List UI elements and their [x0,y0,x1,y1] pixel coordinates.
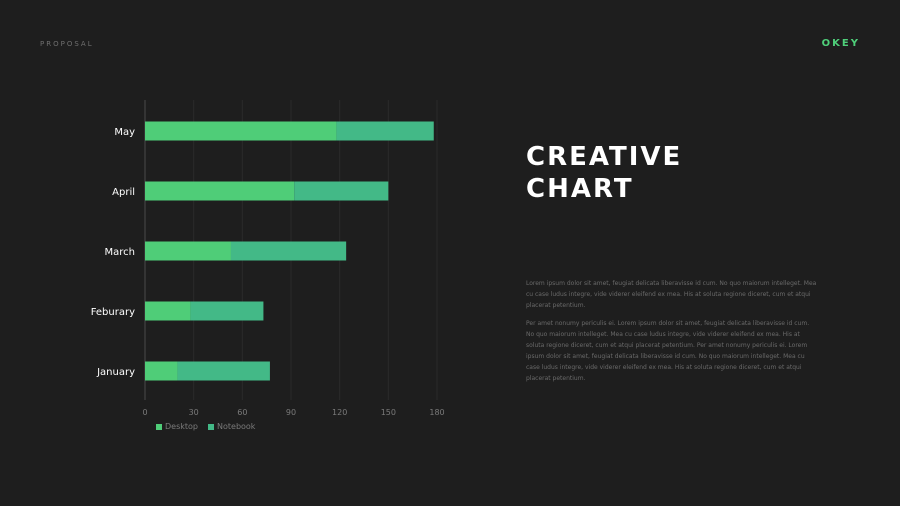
bar-desktop-may [145,121,337,141]
page-title: CREATIVE CHART [526,141,682,205]
legend-item-desktop: Desktop [156,422,198,431]
x-tick-label: 150 [381,408,396,417]
legend-swatch-notebook [208,423,214,430]
x-tick-label: 60 [237,408,247,417]
legend-item-notebook: Notebook [208,422,255,431]
description-paragraph-2: Per amet nonumy periculis ei. Lorem ipsu… [526,320,810,382]
header-label: PROPOSAL [40,40,94,48]
brand-logo: OKEY [821,38,860,49]
x-tick-label: 30 [189,408,199,417]
legend-label-desktop: Desktop [165,422,198,431]
description: Lorem ipsum dolor sit amet, feugiat deli… [526,278,818,391]
chart-legend: Desktop Notebook [156,422,255,431]
y-category-label: April [112,187,135,198]
legend-swatch-desktop [156,423,162,430]
title-line-1: CREATIVE [526,142,683,172]
y-category-label: Feburary [91,307,135,318]
y-category-label: March [105,247,135,258]
bar-desktop-march [145,241,231,261]
bar-notebook-may [336,121,434,141]
bar-desktop-april [145,181,295,201]
y-category-label: May [114,127,135,138]
x-tick-label: 120 [332,408,347,417]
title-line-2: CHART [526,174,634,204]
bar-notebook-january [177,361,270,381]
y-category-label: January [96,367,135,378]
x-tick-label: 0 [142,408,147,417]
x-tick-label: 90 [286,408,296,417]
bar-notebook-march [230,241,347,261]
bar-notebook-feburary [190,301,264,321]
bar-notebook-april [294,181,389,201]
bar-desktop-january [145,361,178,381]
x-tick-label: 180 [429,408,444,417]
bar-desktop-feburary [145,301,191,321]
legend-label-notebook: Notebook [217,422,256,431]
description-paragraph-1: Lorem ipsum dolor sit amet, feugiat deli… [526,280,817,309]
